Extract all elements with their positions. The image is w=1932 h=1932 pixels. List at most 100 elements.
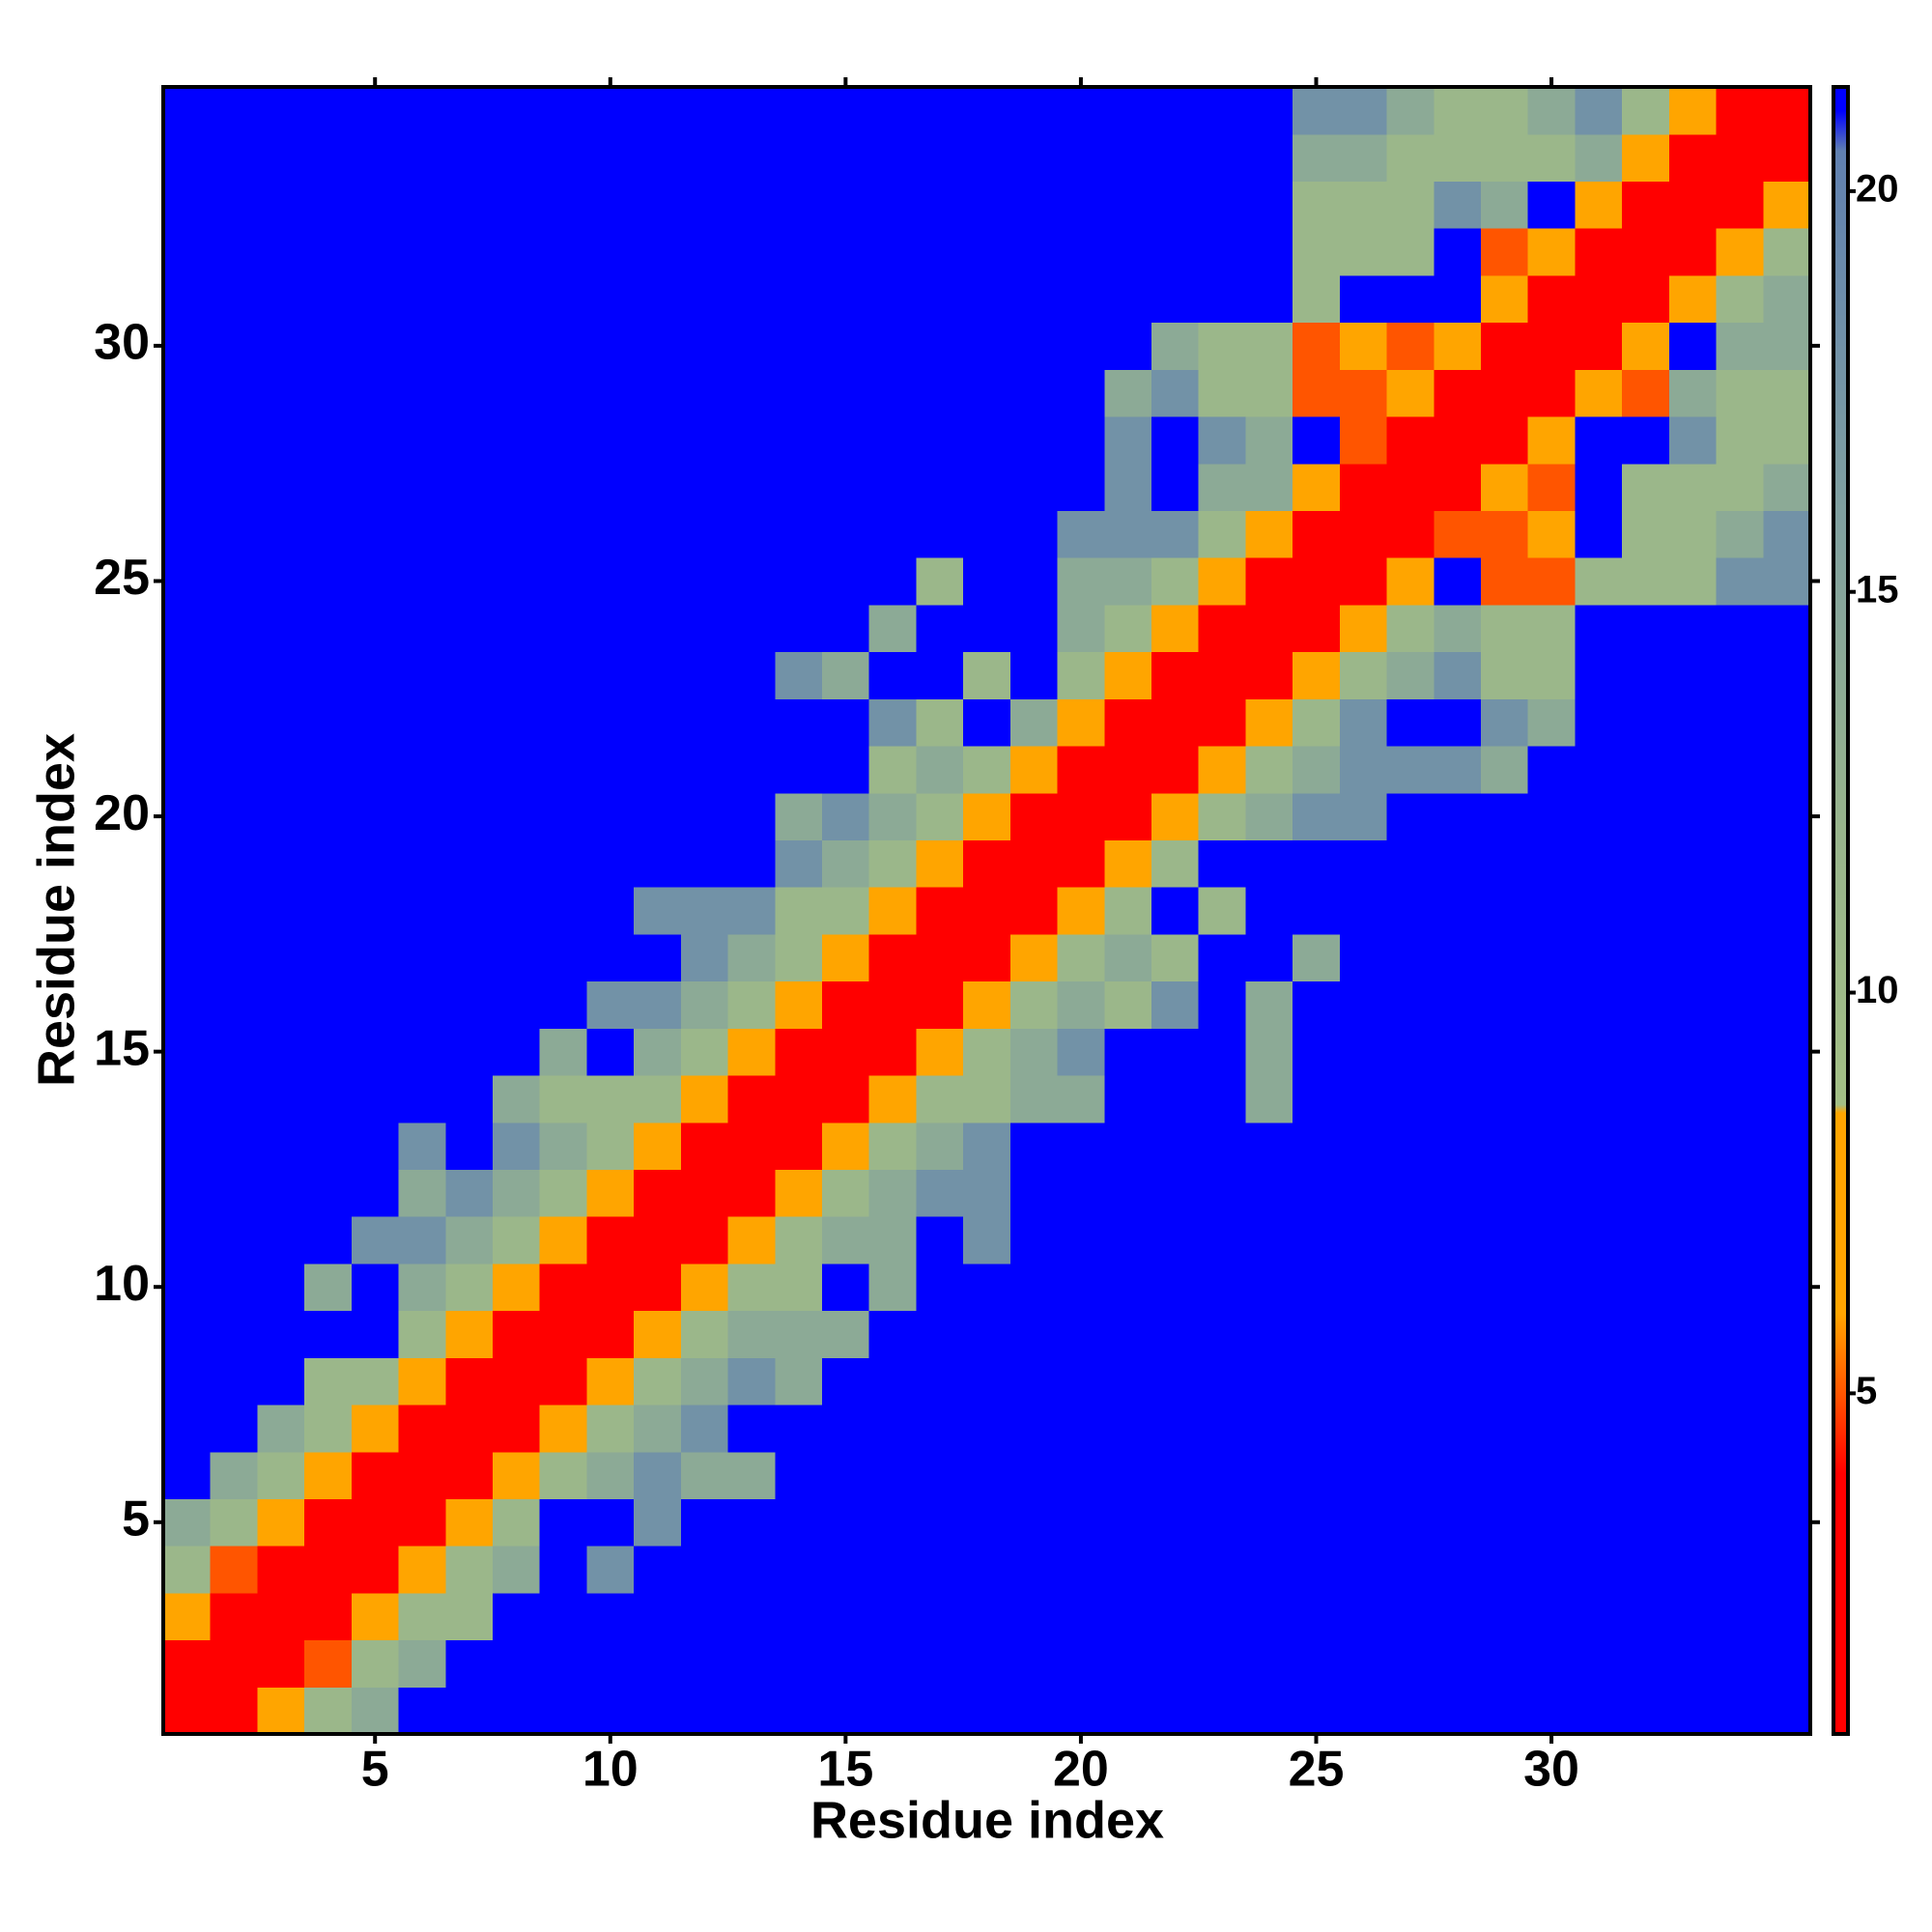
heatmap-cell <box>445 369 494 417</box>
heatmap-cell <box>1198 1546 1247 1594</box>
heatmap-cell <box>680 1357 729 1406</box>
heatmap-cell <box>1763 698 1811 747</box>
heatmap-cell <box>1386 463 1435 512</box>
heatmap-cell <box>1245 839 1293 888</box>
heatmap-cell <box>634 416 682 465</box>
heatmap-cell <box>163 1169 212 1217</box>
heatmap-cell <box>493 604 541 653</box>
heatmap-cell <box>1481 1639 1529 1688</box>
heatmap-cell <box>1763 369 1811 417</box>
heatmap-cell <box>586 133 635 183</box>
heatmap-cell <box>163 604 212 653</box>
heatmap-cell <box>398 510 446 558</box>
heatmap-cell <box>1668 839 1718 888</box>
heatmap-cell <box>539 1075 588 1123</box>
heatmap-cell <box>680 1498 729 1547</box>
heatmap-cell <box>1763 1357 1811 1406</box>
heatmap-cell <box>634 746 682 794</box>
heatmap-cell <box>1057 1169 1105 1217</box>
heatmap-cell <box>1668 228 1718 276</box>
heatmap-cell <box>1763 839 1811 888</box>
heatmap-cell <box>1668 1122 1718 1171</box>
heatmap-cell <box>210 510 259 558</box>
heatmap-cell <box>963 1357 1011 1406</box>
heatmap-cell <box>868 1451 918 1500</box>
heatmap-cell <box>1104 933 1152 982</box>
heatmap-cell <box>257 1216 305 1264</box>
heatmap-cell <box>1245 1216 1293 1264</box>
heatmap-cell <box>775 369 823 417</box>
heatmap-cell <box>539 1263 588 1312</box>
heatmap-cell <box>445 510 494 558</box>
heatmap-cell <box>1339 1169 1388 1217</box>
heatmap-cell <box>351 369 400 417</box>
heatmap-cell <box>1293 416 1341 465</box>
y-tick-label: 25 <box>94 550 150 606</box>
heatmap-cell <box>445 181 494 229</box>
heatmap-cell <box>1668 1028 1718 1076</box>
heatmap-cell <box>304 698 353 747</box>
heatmap-cell <box>1434 651 1482 699</box>
heatmap-cell <box>1293 792 1341 841</box>
heatmap-cell <box>1151 933 1200 982</box>
heatmap-cell <box>1763 1169 1811 1217</box>
heatmap-cell <box>1622 510 1670 558</box>
heatmap-cell <box>1104 1357 1152 1406</box>
heatmap-cell <box>775 746 823 794</box>
heatmap-cell <box>868 369 918 417</box>
heatmap-cell <box>1104 651 1152 699</box>
x-tick-label: 10 <box>582 1742 639 1798</box>
heatmap-cell <box>586 980 635 1029</box>
heatmap-cell <box>727 980 776 1029</box>
heatmap-cell <box>1481 1028 1529 1076</box>
heatmap-cell <box>1339 1546 1388 1594</box>
heatmap-cell <box>1293 181 1341 229</box>
heatmap-cell <box>868 792 918 841</box>
colorbar-tick-label: 20 <box>1856 167 1899 210</box>
heatmap-cell <box>586 1169 635 1217</box>
heatmap-cell <box>680 651 729 699</box>
heatmap-cell <box>539 1216 588 1264</box>
heatmap-cell <box>304 1075 353 1123</box>
heatmap-cell <box>1481 980 1529 1029</box>
heatmap-cell <box>1668 1169 1718 1217</box>
heatmap-cell <box>634 1592 682 1641</box>
heatmap-cell <box>775 274 823 324</box>
heatmap-cell <box>493 1639 541 1688</box>
heatmap-cell <box>1527 228 1577 276</box>
heatmap-cell <box>822 1075 870 1123</box>
heatmap-cell <box>1622 1592 1670 1641</box>
heatmap-cell <box>1434 1405 1482 1453</box>
heatmap-cell <box>963 133 1011 183</box>
heatmap-cell <box>1434 604 1482 653</box>
heatmap-cell <box>1245 1357 1293 1406</box>
heatmap-cell <box>1716 1169 1764 1217</box>
heatmap-cell <box>1668 1310 1718 1358</box>
heatmap-cell <box>916 557 964 606</box>
heatmap-cell <box>1104 416 1152 465</box>
heatmap-cell <box>775 1687 823 1735</box>
heatmap-cell <box>680 933 729 982</box>
heatmap-cell <box>1434 839 1482 888</box>
heatmap-cell <box>1009 1075 1059 1123</box>
heatmap-cell <box>445 933 494 982</box>
heatmap-cell <box>1151 463 1200 512</box>
heatmap-cell <box>1057 1498 1105 1547</box>
heatmap-cell <box>257 181 305 229</box>
heatmap-cell <box>304 1405 353 1453</box>
heatmap-cell <box>1293 1639 1341 1688</box>
heatmap-cell <box>1057 228 1105 276</box>
heatmap-cell <box>1009 557 1059 606</box>
heatmap-cell <box>1198 1028 1247 1076</box>
heatmap-cell <box>1057 887 1105 935</box>
heatmap-cell <box>1151 1639 1200 1688</box>
heatmap-cell <box>822 887 870 935</box>
heatmap-cell <box>304 274 353 324</box>
heatmap-cell <box>634 698 682 747</box>
heatmap-cell <box>351 1451 400 1500</box>
heatmap-cell <box>586 792 635 841</box>
heatmap-cell <box>1527 181 1577 229</box>
heatmap-cell <box>210 651 259 699</box>
heatmap-cell <box>445 1687 494 1735</box>
heatmap-cell <box>1293 1310 1341 1358</box>
